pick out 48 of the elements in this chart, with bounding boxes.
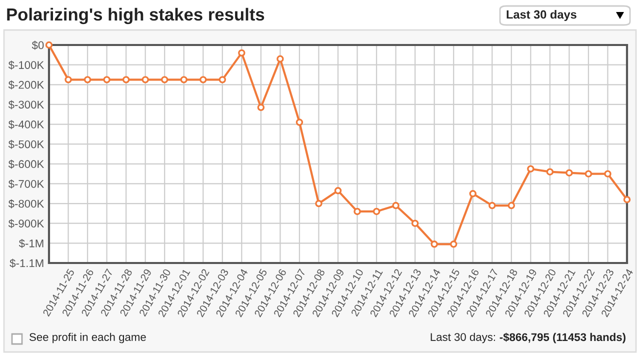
- point: [122, 76, 130, 84]
- point: [315, 200, 322, 208]
- point: [103, 76, 110, 84]
- point: [160, 76, 168, 84]
- point: [623, 196, 631, 204]
- y-tick-label: $-300K: [8, 100, 44, 110]
- y-tick-label: $0: [32, 40, 44, 50]
- point: [488, 202, 496, 210]
- point: [566, 169, 573, 176]
- y-tick-label: $-700K: [8, 180, 44, 189]
- text: Last 30 days: [506, 10, 576, 21]
- point: [276, 55, 284, 62]
- point: [334, 187, 342, 194]
- y-tick-label: $-1.1M: [10, 258, 44, 268]
- text: See profit in each game: [30, 332, 146, 344]
- y-tick-label: $-100K: [8, 60, 44, 70]
- point: [257, 104, 265, 112]
- y-tick-label: $-500K: [8, 140, 44, 149]
- point: [604, 170, 612, 178]
- y-tick-label: $-400K: [8, 120, 44, 130]
- y-tick-label: $-200K: [8, 80, 44, 90]
- point: [218, 76, 226, 84]
- text: Last 30 days:: [430, 332, 495, 344]
- chart-title: Polarizing's high stakes results: [7, 8, 264, 24]
- point: [430, 240, 438, 248]
- point: [142, 76, 149, 84]
- y-tick-label: $-900K: [8, 219, 44, 228]
- point: [450, 240, 458, 248]
- point: [411, 220, 419, 227]
- text: -$866,795 (11453 hands): [500, 332, 626, 344]
- point: [527, 165, 534, 172]
- point: [200, 76, 207, 84]
- point: [372, 208, 380, 216]
- point: [180, 76, 188, 84]
- point: [392, 202, 400, 210]
- y-tick-label: $-600K: [8, 160, 44, 169]
- point: [84, 76, 92, 84]
- point: [546, 168, 554, 176]
- point: [45, 41, 53, 49]
- point: [238, 49, 246, 57]
- point: [584, 170, 592, 178]
- y-tick-label: $-1M: [18, 238, 44, 248]
- point: [508, 202, 516, 210]
- point: [64, 76, 72, 84]
- point: [354, 208, 361, 216]
- y-tick-label: $-800K: [8, 199, 44, 208]
- point: [296, 118, 304, 126]
- point: [469, 190, 476, 198]
